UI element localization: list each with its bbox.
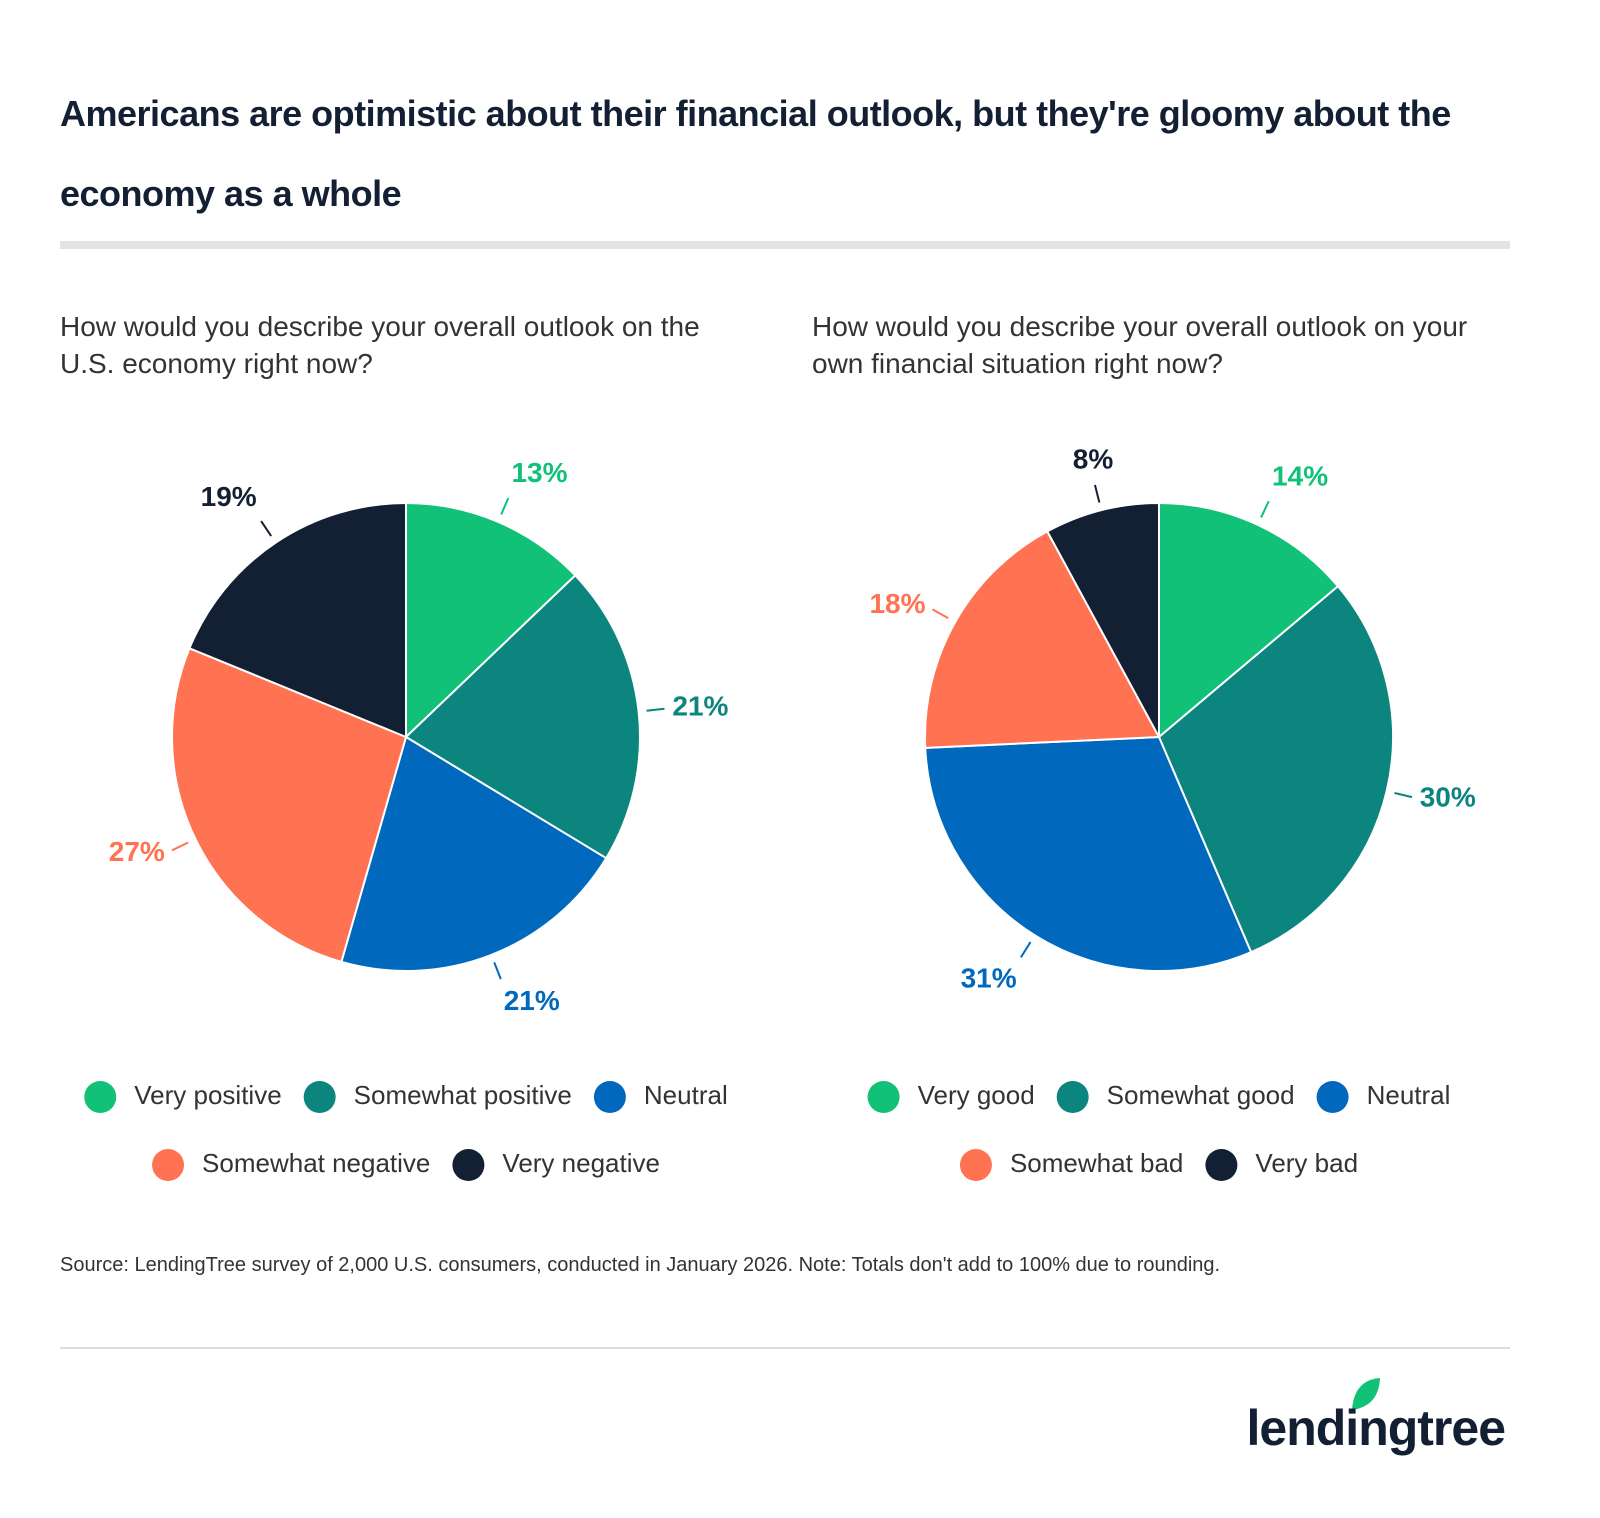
data-label: 19% <box>201 481 257 512</box>
leader-line <box>500 497 510 515</box>
divider <box>60 1347 1510 1349</box>
chart-subtitle: How would you describe your overall outl… <box>60 311 700 379</box>
logo: lendingtree <box>1247 1378 1506 1456</box>
pie-slice <box>1045 501 1160 738</box>
data-label: 27% <box>109 836 165 867</box>
leader-line <box>646 707 665 712</box>
source-note: Source: LendingTree survey of 2,000 U.S.… <box>60 1254 1221 1276</box>
legend-label: Very negative <box>502 1148 660 1178</box>
data-label: 21% <box>672 690 728 721</box>
pie-slice <box>1158 501 1340 740</box>
title: Americans are optimistic about their fin… <box>60 93 1451 214</box>
legend-marker <box>593 1081 626 1113</box>
legend-label: Somewhat bad <box>1010 1148 1183 1178</box>
pie-slice <box>171 646 408 964</box>
leader-line <box>493 961 502 980</box>
data-label: 14% <box>1272 460 1328 491</box>
data-label: 21% <box>504 985 560 1016</box>
legend-marker <box>84 1081 117 1113</box>
data-label: 8% <box>1073 444 1114 475</box>
leader-line <box>932 608 949 620</box>
divider <box>60 241 1510 249</box>
pie-slice <box>404 574 641 860</box>
leader-line <box>1093 484 1101 503</box>
leader-line <box>1260 500 1270 519</box>
leader-line <box>171 841 189 852</box>
legend-marker <box>1056 1081 1089 1113</box>
legend-marker <box>959 1149 992 1181</box>
legend-marker <box>1316 1081 1349 1113</box>
pie-slice <box>1157 584 1394 954</box>
logo-leaf <box>1352 1378 1380 1410</box>
leader-line <box>260 520 272 537</box>
legend-marker <box>452 1149 485 1181</box>
legend-label: Somewhat positive <box>354 1080 572 1110</box>
pie-slice <box>924 735 1253 972</box>
pie-slice <box>340 735 608 972</box>
legend-marker <box>1205 1149 1238 1181</box>
legend-label: Neutral <box>644 1080 728 1110</box>
legend-label: Very positive <box>134 1080 281 1110</box>
legend-label: Neutral <box>1367 1080 1451 1110</box>
pie-slice <box>405 501 577 740</box>
chart-subtitle: How would you describe your overall outl… <box>812 311 1468 379</box>
legend-marker <box>152 1149 185 1181</box>
pie-slice <box>924 530 1161 749</box>
data-label: 30% <box>1420 781 1476 812</box>
legend-label: Very good <box>918 1080 1035 1110</box>
data-label: 13% <box>511 457 567 488</box>
leader-line <box>1394 791 1413 799</box>
logo-text: lendingtree <box>1247 1400 1506 1456</box>
legend-marker <box>303 1081 336 1113</box>
leader-line <box>1020 941 1032 958</box>
pie-slice <box>188 501 407 739</box>
legend-label: Somewhat good <box>1107 1080 1295 1110</box>
legend-marker <box>867 1081 900 1113</box>
data-label: 18% <box>869 588 925 619</box>
data-label: 31% <box>961 962 1017 993</box>
legend-label: Very bad <box>1255 1148 1358 1178</box>
legend-label: Somewhat negative <box>202 1148 430 1178</box>
